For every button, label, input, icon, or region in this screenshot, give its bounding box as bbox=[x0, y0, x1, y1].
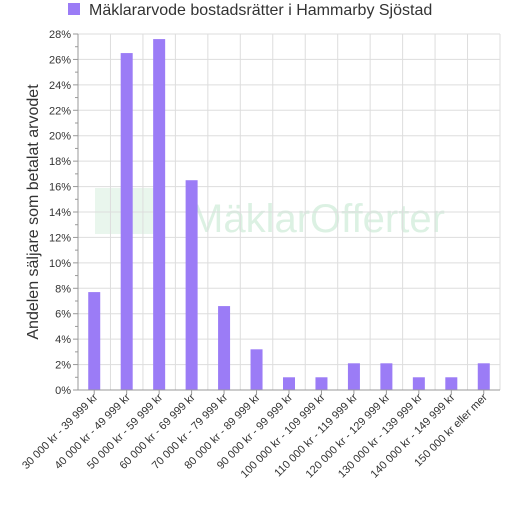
bar bbox=[380, 363, 393, 390]
y-tick-label: 8% bbox=[55, 283, 71, 295]
bar bbox=[218, 306, 231, 390]
y-tick-label: 16% bbox=[49, 182, 71, 194]
bar bbox=[153, 39, 166, 390]
y-axis-title: Andelen säljare som betalat arvodet bbox=[25, 84, 42, 340]
legend-label: Mäklararvode bostadsrätter i Hammarby Sj… bbox=[89, 2, 432, 19]
y-tick-label: 4% bbox=[55, 334, 71, 346]
y-tick-label: 0% bbox=[55, 385, 71, 397]
y-tick-label: 24% bbox=[49, 80, 71, 92]
bar bbox=[185, 180, 198, 390]
y-tick-label: 28% bbox=[49, 29, 71, 41]
gridlines bbox=[77, 33, 501, 391]
watermark: MäklarOfferter bbox=[95, 188, 445, 241]
y-tick-labels: 0% 2% 4% 6% 8% 10% 12% 14% 16% 18% 20% 22% 24% 26% 28% bbox=[49, 29, 78, 397]
y-tick-label: 18% bbox=[49, 156, 71, 168]
bar bbox=[412, 377, 425, 390]
y-tick-label: 12% bbox=[49, 232, 71, 244]
bar bbox=[445, 377, 458, 390]
y-tick-label: 2% bbox=[55, 360, 71, 372]
y-tick-label: 10% bbox=[49, 258, 71, 270]
bar bbox=[250, 349, 263, 390]
y-tick-label: 22% bbox=[49, 105, 71, 117]
bar bbox=[477, 363, 490, 390]
bar bbox=[347, 363, 360, 390]
bar bbox=[315, 377, 328, 390]
legend-swatch bbox=[68, 3, 80, 15]
watermark-text: MäklarOfferter bbox=[190, 197, 445, 241]
bar bbox=[120, 53, 133, 390]
y-tick-label: 14% bbox=[49, 207, 71, 219]
legend: Mäklararvode bostadsrätter i Hammarby Sj… bbox=[68, 2, 432, 19]
bar bbox=[88, 292, 101, 390]
bar bbox=[283, 377, 295, 390]
y-tick-label: 20% bbox=[49, 131, 71, 143]
y-tick-label: 26% bbox=[49, 54, 71, 66]
y-tick-label: 6% bbox=[55, 309, 71, 321]
bars bbox=[88, 39, 490, 390]
